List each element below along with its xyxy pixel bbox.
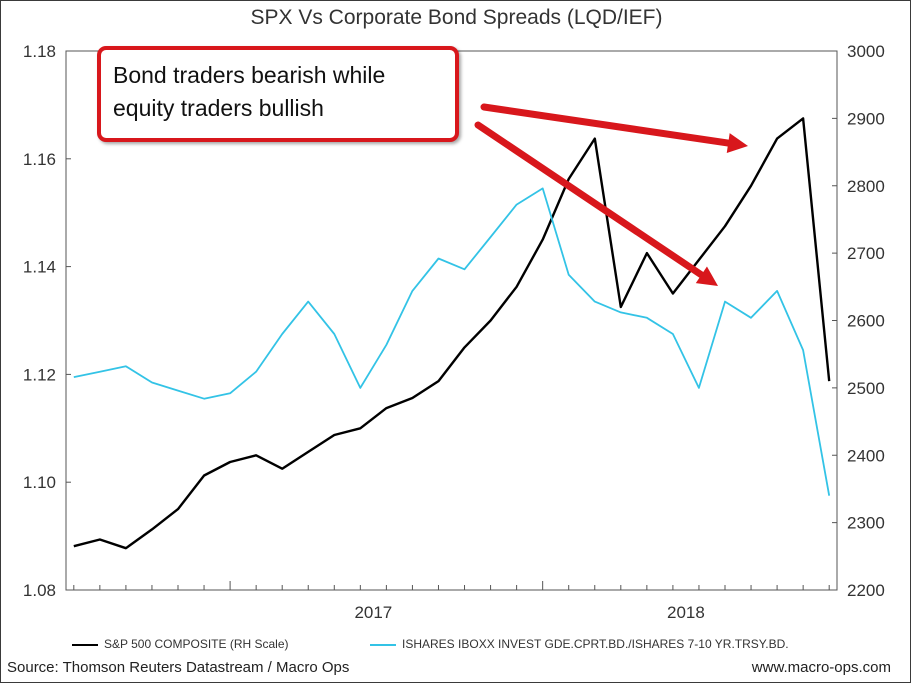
- series-line-spx: [73, 117, 831, 550]
- left-axis-tick-label: 1.12: [23, 365, 56, 384]
- source-note: Source: Thomson Reuters Datastream / Mac…: [7, 659, 350, 676]
- right-axis-tick-label: 2600: [847, 312, 885, 331]
- right-axis-tick-label: 2200: [847, 581, 885, 600]
- left-axis-tick-label: 1.18: [23, 42, 56, 61]
- legend-swatch-bond-ratio: [370, 643, 396, 646]
- legend-swatch-spx: [72, 643, 98, 646]
- x-axis-tick-label: 2018: [667, 603, 705, 622]
- right-axis-tick-label: 2900: [847, 109, 885, 128]
- left-axis-tick-label: 1.10: [23, 473, 56, 492]
- annotation-callout: Bond traders bearish while equity trader…: [97, 46, 459, 142]
- right-axis-tick-label: 2400: [847, 446, 885, 465]
- right-axis-tick-label: 2800: [847, 177, 885, 196]
- annotation-arrow-spx-shaft: [480, 103, 732, 147]
- x-axis-tick-label: 2017: [354, 603, 392, 622]
- website-credit: www.macro-ops.com: [751, 659, 891, 676]
- chart-title: SPX Vs Corporate Bond Spreads (LQD/IEF): [250, 6, 663, 29]
- series-line-bond-ratio: [73, 187, 831, 496]
- annotation-arrow-spx-head: [726, 133, 748, 153]
- right-axis-tick-label: 2500: [847, 379, 885, 398]
- legend-label-bond-ratio: ISHARES IBOXX INVEST GDE.CPRT.BD./ISHARE…: [402, 637, 789, 651]
- right-axis-tick-label: 3000: [847, 42, 885, 61]
- left-axis-tick-label: 1.08: [23, 581, 56, 600]
- left-axis-tick-label: 1.16: [23, 150, 56, 169]
- right-axis-tick-label: 2700: [847, 244, 885, 263]
- left-axis-tick-label: 1.14: [23, 258, 56, 277]
- annotation-arrow-bond-ratio-head: [695, 266, 718, 286]
- annotation-arrow-bond-ratio-shaft: [474, 121, 705, 279]
- legend-item-bond-ratio: ISHARES IBOXX INVEST GDE.CPRT.BD./ISHARE…: [370, 637, 789, 651]
- legend-item-spx: S&P 500 COMPOSITE (RH Scale): [72, 637, 289, 651]
- legend-label-spx: S&P 500 COMPOSITE (RH Scale): [104, 637, 289, 651]
- right-axis-tick-label: 2300: [847, 514, 885, 533]
